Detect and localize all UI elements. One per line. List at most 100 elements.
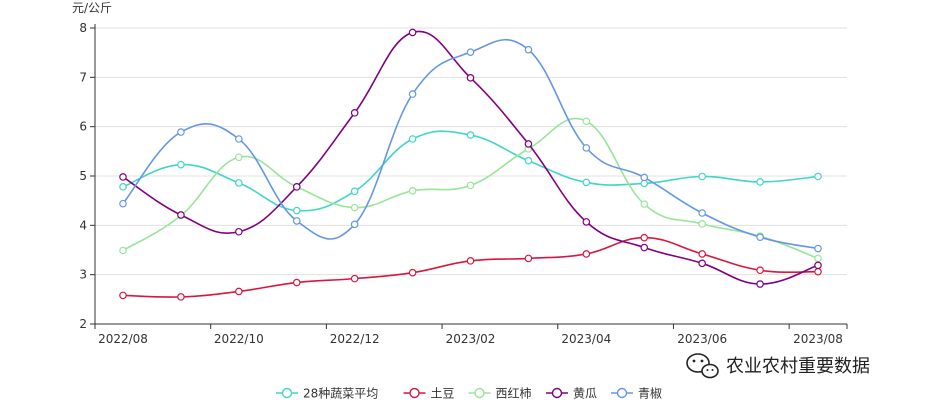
data-point: [466, 257, 475, 265]
wechat-icon: [686, 353, 719, 379]
series-line: [122, 30, 819, 285]
legend-label: 青椒: [638, 387, 662, 401]
data-point: [582, 144, 591, 152]
data-point: [756, 266, 764, 275]
y-tick-label: 4: [79, 218, 87, 232]
data-point: [235, 287, 243, 296]
data-point: [582, 218, 591, 226]
data-point: [177, 160, 185, 169]
data-point: [698, 259, 706, 268]
data-point: [292, 183, 301, 191]
data-point: [177, 211, 185, 219]
series-line: [122, 130, 819, 212]
data-point: [177, 293, 185, 301]
y-tick-label: 7: [79, 70, 87, 84]
legend-item[interactable]: 青椒: [611, 387, 662, 401]
series-2: [119, 117, 822, 263]
data-point: [524, 254, 533, 263]
y-tick-label: 2: [79, 317, 87, 331]
data-point: [292, 217, 301, 225]
legend-item[interactable]: 西红柿: [468, 386, 532, 401]
data-point: [814, 267, 822, 276]
legend-swatch-marker: [281, 387, 293, 399]
watermark-text: 农业农村重要数据: [726, 356, 870, 377]
legend: 28种蔬菜平均 土豆 西红柿 黄瓜 青椒: [276, 386, 662, 401]
data-point: [814, 172, 822, 181]
data-point: [524, 140, 533, 148]
y-tick-label: 6: [79, 120, 87, 134]
x-tick-label: 2022/10: [214, 332, 264, 346]
series-3: [119, 28, 822, 288]
data-point: [408, 90, 417, 98]
series-group: [119, 28, 822, 301]
legend-item[interactable]: 土豆: [403, 387, 455, 401]
x-tick-label: 2022/12: [330, 332, 380, 346]
data-point: [698, 172, 706, 181]
data-point: [698, 220, 706, 228]
data-point: [235, 227, 243, 236]
data-point: [466, 131, 475, 139]
data-point: [292, 206, 301, 215]
y-tick-label: 8: [79, 21, 87, 35]
series-line: [122, 39, 819, 250]
legend-item[interactable]: 黄瓜: [546, 387, 597, 401]
data-point: [756, 280, 764, 288]
data-point: [582, 250, 591, 258]
data-point: [235, 153, 243, 162]
series-0: [119, 130, 822, 215]
data-point: [698, 250, 706, 258]
legend-swatch-marker: [474, 387, 485, 399]
data-point: [640, 200, 649, 208]
data-point: [292, 278, 301, 287]
data-point: [640, 233, 649, 242]
data-point: [466, 74, 475, 82]
legend-label: 黄瓜: [573, 387, 597, 401]
legend-swatch-marker: [616, 387, 628, 399]
legend-label: 28种蔬菜平均: [303, 387, 378, 401]
data-point: [119, 183, 127, 191]
data-point: [756, 233, 764, 241]
data-point: [814, 261, 822, 270]
data-point: [177, 128, 185, 136]
x-tick-label: 2023/04: [561, 332, 611, 346]
data-point: [350, 187, 359, 196]
legend-item[interactable]: 28种蔬菜平均: [276, 387, 378, 401]
data-point: [350, 109, 359, 117]
data-point: [466, 48, 475, 56]
data-point: [698, 209, 706, 217]
data-point: [582, 178, 591, 187]
legend-swatch-marker: [409, 387, 420, 399]
data-point: [814, 244, 822, 253]
data-point: [756, 178, 764, 186]
x-tick-label: 2023/02: [446, 332, 496, 346]
data-point: [119, 246, 127, 255]
data-point: [640, 243, 649, 252]
legend-swatch-marker: [551, 387, 563, 399]
y-axis-unit-label: 元/公斤: [72, 1, 112, 15]
data-point: [350, 274, 359, 283]
data-point: [235, 135, 243, 143]
data-point: [524, 45, 533, 54]
series-4: [119, 39, 822, 253]
data-point: [119, 199, 127, 208]
axes: 2 3 4 5 6 7 8 2022/08 2022/10 2022/12 2023/02 2023/…: [79, 21, 848, 346]
watermark: 农业农村重要数据: [686, 353, 870, 379]
y-tick-label: 3: [79, 268, 87, 282]
data-point: [408, 28, 417, 37]
data-point: [640, 173, 649, 182]
legend-label: 土豆: [431, 387, 455, 401]
data-point: [235, 179, 243, 187]
series-1: [119, 233, 822, 301]
data-point: [524, 156, 533, 165]
x-tick-label: 2023/06: [677, 332, 727, 346]
data-point: [582, 117, 591, 126]
data-point: [350, 203, 359, 212]
x-tick-label: 2022/08: [98, 332, 148, 346]
grid-lines: [95, 27, 847, 276]
data-point: [814, 254, 822, 263]
data-point: [408, 135, 417, 143]
data-point: [408, 268, 417, 277]
legend-label: 西红柿: [496, 386, 532, 401]
data-point: [119, 291, 127, 300]
y-tick-label: 5: [79, 169, 87, 183]
